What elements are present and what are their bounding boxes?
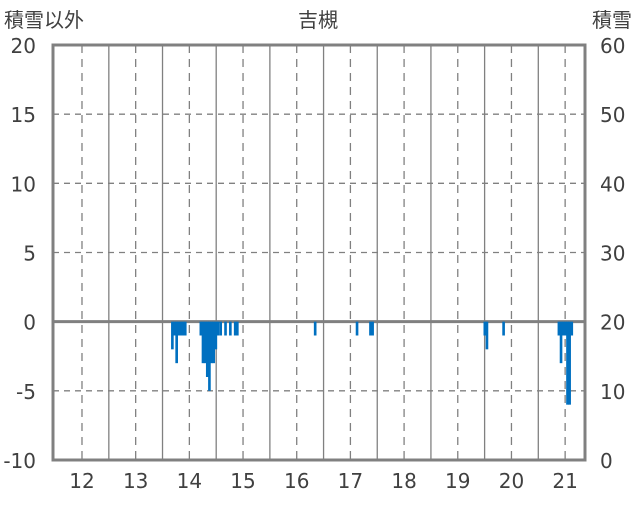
bar xyxy=(229,321,232,336)
bar xyxy=(561,321,565,336)
x-tick: 19 xyxy=(445,469,470,493)
bar xyxy=(201,321,205,364)
bar xyxy=(219,321,223,336)
bar xyxy=(485,321,489,350)
bar xyxy=(175,321,178,364)
plot-border xyxy=(51,43,587,462)
bar xyxy=(369,321,372,336)
y-tick-right: 20 xyxy=(600,311,625,335)
y-tick-left: 15 xyxy=(11,103,36,127)
bar xyxy=(203,321,207,364)
bar xyxy=(212,321,216,364)
bar xyxy=(236,321,239,336)
bar xyxy=(171,321,174,350)
y-tick-right: 40 xyxy=(600,172,625,196)
grid xyxy=(53,45,585,460)
bar xyxy=(214,321,218,350)
y-tick-left: 10 xyxy=(11,172,36,196)
bar xyxy=(566,321,569,405)
bar xyxy=(179,321,183,336)
bar xyxy=(183,321,187,336)
bar xyxy=(557,321,561,336)
bar xyxy=(568,321,571,405)
x-tick: 18 xyxy=(391,469,416,493)
y-tick-right: 10 xyxy=(600,380,625,404)
y-axis-right-label: 積雪 xyxy=(592,8,632,32)
x-tick: 15 xyxy=(230,469,255,493)
bar xyxy=(570,321,574,336)
bar xyxy=(564,321,567,336)
x-tick: 14 xyxy=(177,469,202,493)
x-tick: 21 xyxy=(552,469,577,493)
x-tick: 13 xyxy=(123,469,148,493)
bar xyxy=(559,321,563,364)
bar xyxy=(233,321,237,336)
y-tick-left: 5 xyxy=(23,242,36,266)
bar xyxy=(483,321,487,336)
y-tick-right: 50 xyxy=(600,103,625,127)
bar xyxy=(173,321,176,336)
plot-frame xyxy=(51,43,587,462)
bar xyxy=(216,321,220,336)
x-tick: 16 xyxy=(284,469,309,493)
bar xyxy=(355,321,359,336)
x-tick: 12 xyxy=(69,469,94,493)
bars xyxy=(171,321,574,405)
x-tick: 20 xyxy=(499,469,524,493)
y-tick-left: 0 xyxy=(23,311,36,335)
bar xyxy=(177,321,181,336)
chart-title: 吉槻 xyxy=(298,8,338,32)
y-tick-right: 60 xyxy=(600,34,625,58)
y-tick-left: 20 xyxy=(11,34,36,58)
bar xyxy=(313,321,317,336)
bar xyxy=(181,321,185,336)
x-tick: 17 xyxy=(338,469,363,493)
bar xyxy=(199,321,203,336)
y-tick-right: 30 xyxy=(600,242,625,266)
bar xyxy=(502,321,505,336)
y-tick-left: -10 xyxy=(3,449,36,473)
bar xyxy=(224,321,227,336)
y-tick-right: 0 xyxy=(600,449,613,473)
bar xyxy=(371,321,374,336)
y-axis-left-label: 積雪以外 xyxy=(4,8,84,32)
bar xyxy=(205,321,209,377)
bar xyxy=(210,321,213,364)
bar xyxy=(208,321,211,391)
y-tick-left: -5 xyxy=(16,380,36,404)
